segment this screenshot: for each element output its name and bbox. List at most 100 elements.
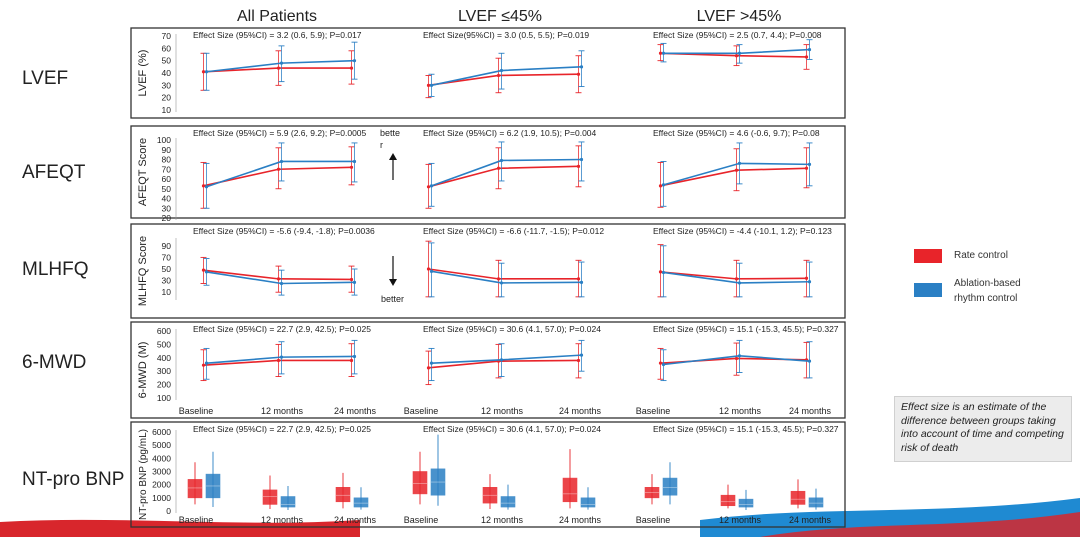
- data-point: [737, 161, 742, 165]
- x-tick-label: 24 months: [789, 406, 832, 416]
- row-label-6mwd: 6-MWD: [22, 352, 87, 373]
- x-tick-label: 24 months: [559, 406, 602, 416]
- box: [720, 494, 736, 507]
- y-axis-label: MLHFQ Score: [137, 236, 149, 306]
- column-title-all: All Patients: [236, 8, 318, 25]
- x-tick-label: 24 months: [559, 515, 602, 525]
- panel-frame-row-4: [130, 421, 846, 528]
- data-point: [201, 184, 206, 188]
- legend-label-ablation-1: Ablation-based: [954, 278, 1021, 289]
- effect-size-label: Effect Size (95%CI) = 22.7 (2.9, 42.5); …: [193, 424, 371, 434]
- data-point: [429, 83, 434, 87]
- row-label-afeqt: AFEQT: [22, 162, 86, 183]
- data-point: [496, 277, 501, 281]
- banner-red-wave-right: [760, 512, 1080, 537]
- banner-red-wave: [0, 519, 360, 537]
- box: [562, 477, 578, 503]
- row-label-mlhfq: MLHFQ: [22, 259, 89, 280]
- data-point: [804, 276, 809, 280]
- y-tick-label: 70: [162, 252, 172, 262]
- series-line-ablation: [431, 158, 582, 187]
- y-axis-label: NT-pro BNP (pg/mL): [138, 429, 149, 520]
- data-point: [804, 166, 809, 170]
- y-tick-label: 2000: [152, 480, 171, 490]
- effect-size-label: Effect Size(95%CI) = 3.0 (0.5, 5.5); P=0…: [423, 30, 589, 40]
- effect-size-label: Effect Size (95%CI) = 3.2 (0.6, 5.9); P=…: [193, 30, 362, 40]
- box: [412, 471, 428, 495]
- y-tick-label: 70: [162, 164, 172, 174]
- y-tick-label: 0: [166, 506, 171, 516]
- data-point: [352, 280, 357, 284]
- data-point: [576, 164, 581, 168]
- data-point: [576, 277, 581, 281]
- y-tick-label: 90: [162, 241, 172, 251]
- x-tick-label: Baseline: [179, 406, 214, 416]
- x-tick-label: 12 months: [481, 515, 524, 525]
- box: [790, 490, 806, 505]
- y-tick-label: 30: [162, 80, 172, 90]
- data-point: [352, 59, 357, 63]
- series-line-rate: [428, 73, 579, 87]
- data-point: [658, 51, 663, 55]
- data-point: [429, 184, 434, 188]
- data-point: [204, 270, 209, 274]
- y-tick-label: 500: [157, 339, 171, 349]
- box: [280, 496, 296, 508]
- panel-frame-row-1: [130, 125, 846, 219]
- x-tick-label: 12 months: [719, 406, 762, 416]
- x-tick-label: 12 months: [719, 515, 762, 525]
- data-point: [201, 363, 206, 367]
- data-point: [807, 162, 812, 166]
- data-point: [499, 358, 504, 362]
- y-axis-label: 6-MWD (M): [137, 342, 149, 399]
- data-point: [279, 281, 284, 286]
- data-point: [349, 66, 354, 70]
- x-tick-label: 24 months: [789, 515, 832, 525]
- data-point: [279, 61, 284, 65]
- data-point: [276, 167, 281, 171]
- data-point: [429, 269, 434, 273]
- y-tick-label: 20: [162, 93, 172, 103]
- legend-label-rate: Rate control: [954, 250, 1008, 261]
- data-point: [276, 66, 281, 70]
- data-point: [204, 185, 209, 189]
- data-point: [429, 361, 434, 365]
- series-line-rate: [660, 167, 807, 187]
- y-tick-label: 30: [162, 203, 172, 213]
- box: [662, 477, 678, 496]
- data-point: [349, 277, 354, 282]
- data-point: [499, 281, 504, 285]
- data-point: [204, 70, 209, 74]
- y-tick-label: 40: [162, 194, 172, 204]
- data-point: [496, 73, 501, 78]
- data-point: [201, 268, 206, 272]
- data-point: [426, 366, 431, 370]
- y-tick-label: 90: [162, 145, 172, 155]
- y-tick-label: 50: [162, 264, 172, 274]
- data-point: [579, 157, 584, 162]
- y-tick-label: 50: [162, 184, 172, 194]
- data-point: [661, 51, 666, 55]
- box: [808, 497, 824, 508]
- data-point: [658, 270, 663, 274]
- data-point: [807, 47, 812, 52]
- y-tick-label: 10: [162, 287, 172, 297]
- y-tick-label: 1000: [152, 493, 171, 503]
- data-point: [734, 356, 739, 361]
- better-arrowhead-up: [389, 153, 397, 160]
- data-point: [579, 280, 584, 284]
- y-tick-label: 4000: [152, 453, 171, 463]
- data-point: [352, 354, 357, 359]
- data-point: [579, 65, 584, 69]
- data-point: [349, 165, 354, 169]
- data-point: [426, 185, 431, 189]
- y-axis-label: LVEF (%): [137, 50, 149, 97]
- box: [580, 497, 596, 508]
- legend-swatch-ablation: [914, 283, 942, 297]
- y-tick-label: 80: [162, 155, 172, 165]
- box: [500, 496, 516, 508]
- effect-size-label: Effect Size (95%CI) = 22.7 (2.9, 42.5); …: [193, 324, 371, 334]
- data-point: [737, 354, 742, 358]
- box: [262, 489, 278, 505]
